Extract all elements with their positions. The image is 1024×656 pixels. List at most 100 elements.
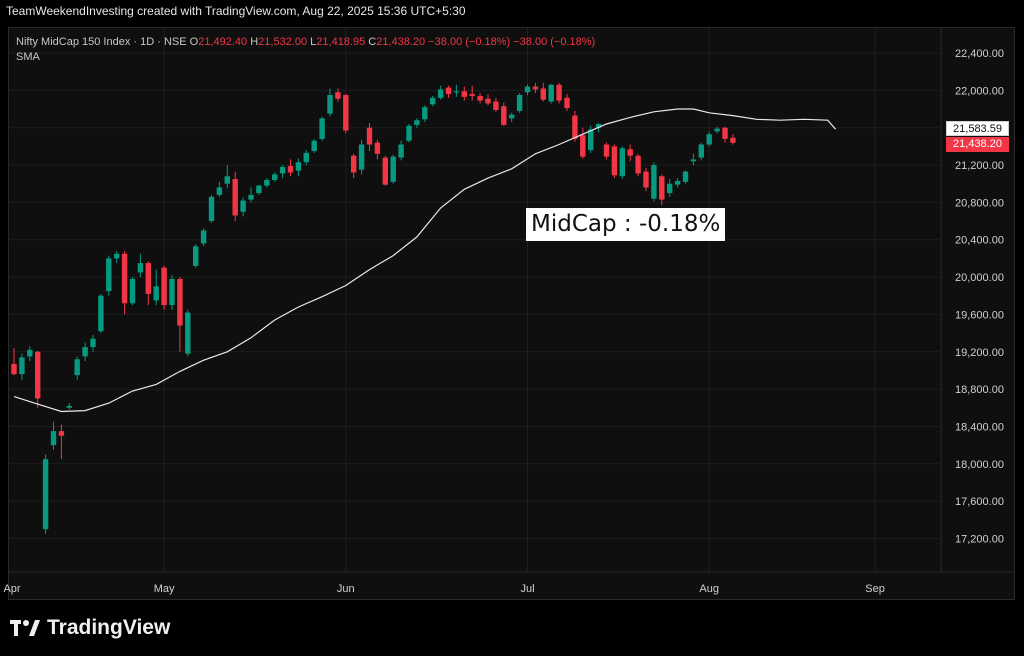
candle-body[interactable] [366,127,373,145]
candle-body[interactable] [358,144,365,170]
candle-body[interactable] [430,97,436,105]
candle-body[interactable] [193,246,199,266]
candle-body[interactable] [98,295,104,332]
candle-body[interactable] [129,278,136,304]
candle-body[interactable] [169,278,175,306]
candle-body[interactable] [240,200,246,212]
candle-body[interactable] [287,165,294,173]
candle-body[interactable] [200,230,207,244]
candle-body[interactable] [153,286,159,301]
candle-body[interactable] [667,183,673,194]
candle-body[interactable] [319,118,325,139]
candle-body[interactable] [572,115,578,139]
candle-body[interactable] [611,146,618,176]
candle-body[interactable] [216,187,223,195]
candle-body[interactable] [516,95,523,111]
candle-body[interactable] [437,89,444,98]
candle-body[interactable] [42,459,49,530]
candle-body[interactable] [279,166,286,174]
candle-body[interactable] [406,125,412,141]
candle-body[interactable] [106,258,112,292]
sma-indicator-label[interactable]: SMA [16,51,40,63]
candle-body[interactable] [161,267,167,306]
candle-body[interactable] [295,162,302,171]
candle-body[interactable] [90,338,96,348]
candle-body[interactable] [327,95,333,114]
candle-body[interactable] [264,179,270,186]
candle-body[interactable] [532,86,539,90]
tradingview-logo[interactable]: TradingView [10,616,170,640]
candle-body[interactable] [643,171,649,188]
candle-body[interactable] [588,129,594,151]
candle-body[interactable] [335,92,341,99]
candle-body[interactable] [35,351,41,399]
candle-body[interactable] [548,84,554,102]
candle-body[interactable] [461,91,467,97]
candle-body[interactable] [177,278,183,326]
candle-body[interactable] [603,144,610,157]
candle-body[interactable] [208,196,215,222]
candle-body[interactable] [303,152,309,163]
candle-body[interactable] [82,347,88,357]
candle-body[interactable] [501,106,507,125]
candle-body[interactable] [722,127,728,139]
candle-body[interactable] [659,176,665,200]
candle-body[interactable] [453,91,460,93]
symbol-legend[interactable]: Nifty MidCap 150 Index · 1D · NSE O21,49… [16,35,595,49]
candle-body[interactable] [74,359,80,376]
candle-body[interactable] [556,84,562,101]
candle-body[interactable] [256,185,262,194]
candle-body[interactable] [311,140,317,152]
candle-body[interactable] [27,349,33,357]
candle-body[interactable] [374,142,381,154]
candle-body[interactable] [698,144,704,158]
candle-body[interactable] [595,123,602,128]
candle-body[interactable] [509,114,515,119]
candle-body[interactable] [564,97,570,109]
candle-body[interactable] [343,95,349,131]
candle-body[interactable] [714,128,720,132]
candle-body[interactable] [414,120,420,125]
candle-body[interactable] [730,137,736,143]
candle-body[interactable] [11,363,17,375]
candle-body[interactable] [493,101,499,110]
candle-body[interactable] [382,157,388,185]
candle-body[interactable] [469,94,475,96]
candle-body[interactable] [635,155,641,174]
candle-body[interactable] [690,159,697,162]
candle-body[interactable] [445,87,452,95]
candle-body[interactable] [524,86,531,93]
candle-body[interactable] [114,253,120,259]
chart-frame[interactable] [8,27,1015,600]
candle-body[interactable] [580,135,586,157]
candle-body[interactable] [185,312,191,354]
candle-body[interactable] [121,253,128,304]
candle-body[interactable] [422,107,428,120]
candle-body[interactable] [651,165,657,199]
candle-body[interactable] [248,194,254,200]
symbol-name[interactable]: Nifty MidCap 150 Index · 1D · NSE [16,36,187,48]
candle-body[interactable] [706,134,712,145]
candle-body[interactable] [627,149,633,156]
candle-body[interactable] [137,263,144,273]
candle-body[interactable] [272,174,278,180]
candle-body[interactable] [50,431,57,446]
candle-body[interactable] [58,431,65,436]
candle-body[interactable] [224,176,230,184]
candle-body[interactable] [390,156,396,182]
sma-line[interactable] [13,108,837,413]
candle-body[interactable] [619,148,625,177]
candle-body[interactable] [351,155,357,173]
candle-body[interactable] [145,263,151,294]
candle-body[interactable] [674,180,681,185]
candle-body[interactable] [540,88,546,100]
candle-body[interactable] [485,98,491,104]
candle-body[interactable] [477,95,483,101]
candle-body[interactable] [66,405,72,408]
low-value: 21,418.95 [316,36,366,48]
candle-body[interactable] [232,179,238,216]
candle-body[interactable] [682,171,689,182]
candle-body[interactable] [398,144,404,158]
candle-body[interactable] [19,357,25,375]
